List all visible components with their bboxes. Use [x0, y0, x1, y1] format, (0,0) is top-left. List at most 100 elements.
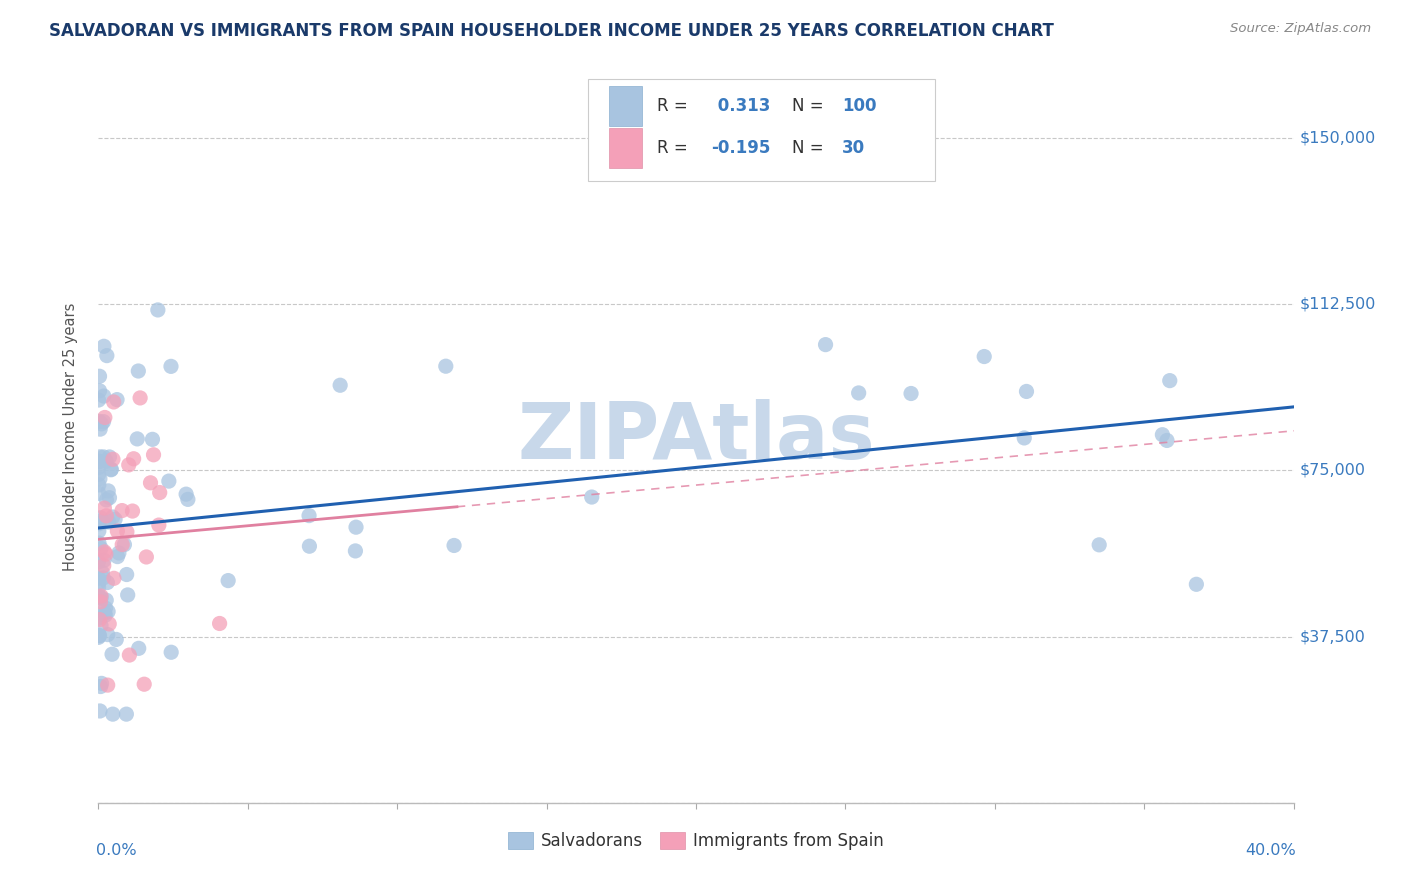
Point: [90, 618, 112, 632]
Point: [101, 707, 124, 722]
Point: [139, 475, 162, 490]
Point: [134, 677, 156, 691]
Point: [103, 571, 125, 585]
Point: [115, 707, 138, 722]
Point: [93, 558, 115, 573]
Point: [127, 432, 149, 446]
Point: [973, 350, 995, 364]
Legend: Salvadorans, Immigrants from Spain: Salvadorans, Immigrants from Spain: [501, 825, 891, 856]
Point: [96, 575, 118, 590]
Point: [848, 386, 870, 401]
Text: R =: R =: [657, 97, 693, 115]
Point: [90, 541, 112, 556]
Point: [105, 632, 128, 647]
Point: [87, 460, 110, 475]
Text: R =: R =: [657, 139, 693, 157]
Text: 30: 30: [842, 139, 865, 157]
Point: [94, 601, 117, 615]
Point: [814, 337, 837, 351]
Point: [103, 395, 125, 409]
Point: [105, 392, 128, 407]
Point: [111, 503, 134, 517]
Text: 40.0%: 40.0%: [1246, 843, 1296, 858]
Point: [98, 450, 121, 464]
Text: 0.313: 0.313: [711, 97, 770, 115]
Point: [97, 627, 120, 641]
Point: [90, 676, 112, 690]
Text: 0.0%: 0.0%: [96, 843, 136, 858]
Point: [157, 474, 180, 488]
Point: [97, 483, 120, 498]
Point: [87, 571, 110, 585]
Point: [105, 524, 128, 538]
Point: [96, 593, 118, 607]
Point: [146, 302, 169, 317]
Point: [97, 605, 120, 619]
Point: [90, 680, 112, 694]
Point: [89, 514, 111, 528]
Point: [1088, 538, 1111, 552]
Point: [87, 467, 110, 482]
Point: [90, 417, 112, 431]
Point: [581, 490, 603, 504]
Point: [93, 501, 115, 516]
Point: [100, 462, 122, 476]
Point: [128, 641, 150, 656]
Point: [108, 546, 131, 560]
Point: [217, 574, 239, 588]
Point: [111, 538, 134, 552]
Text: -0.195: -0.195: [711, 139, 770, 157]
Point: [122, 451, 145, 466]
FancyBboxPatch shape: [589, 78, 935, 181]
Point: [101, 647, 124, 661]
Point: [160, 645, 183, 659]
Point: [87, 478, 110, 492]
Point: [94, 547, 117, 561]
Point: [89, 628, 111, 642]
Point: [160, 359, 183, 374]
Point: [96, 349, 118, 363]
Point: [90, 589, 112, 603]
Point: [141, 433, 163, 447]
Point: [96, 492, 118, 507]
Point: [87, 575, 110, 590]
Point: [87, 524, 110, 538]
Text: SALVADORAN VS IMMIGRANTS FROM SPAIN HOUSEHOLDER INCOME UNDER 25 YEARS CORRELATIO: SALVADORAN VS IMMIGRANTS FROM SPAIN HOUS…: [49, 22, 1054, 40]
Text: $112,500: $112,500: [1299, 297, 1376, 311]
Point: [93, 545, 115, 559]
Point: [91, 571, 114, 585]
Text: $150,000: $150,000: [1299, 130, 1375, 145]
Point: [89, 613, 111, 627]
Point: [93, 389, 115, 403]
Point: [87, 486, 110, 500]
Point: [98, 491, 121, 505]
Point: [87, 392, 110, 407]
Point: [104, 512, 127, 526]
Point: [107, 549, 129, 564]
Point: [93, 339, 115, 353]
Point: [87, 555, 110, 569]
Point: [94, 410, 117, 425]
Point: [117, 588, 139, 602]
Point: [87, 611, 110, 625]
Point: [127, 364, 149, 378]
Point: [118, 648, 141, 662]
Point: [900, 386, 922, 401]
Point: [298, 508, 321, 523]
Point: [89, 591, 111, 605]
Point: [344, 520, 367, 534]
Point: [89, 510, 111, 524]
Point: [89, 704, 111, 718]
Point: [101, 510, 124, 524]
Point: [142, 448, 165, 462]
Point: [93, 450, 115, 464]
Point: [1156, 434, 1178, 448]
Point: [1159, 374, 1181, 388]
Point: [177, 492, 200, 507]
Point: [118, 458, 141, 472]
Point: [344, 544, 367, 558]
Point: [115, 524, 138, 539]
Point: [174, 487, 197, 501]
Text: N =: N =: [792, 97, 828, 115]
Point: [135, 549, 157, 564]
